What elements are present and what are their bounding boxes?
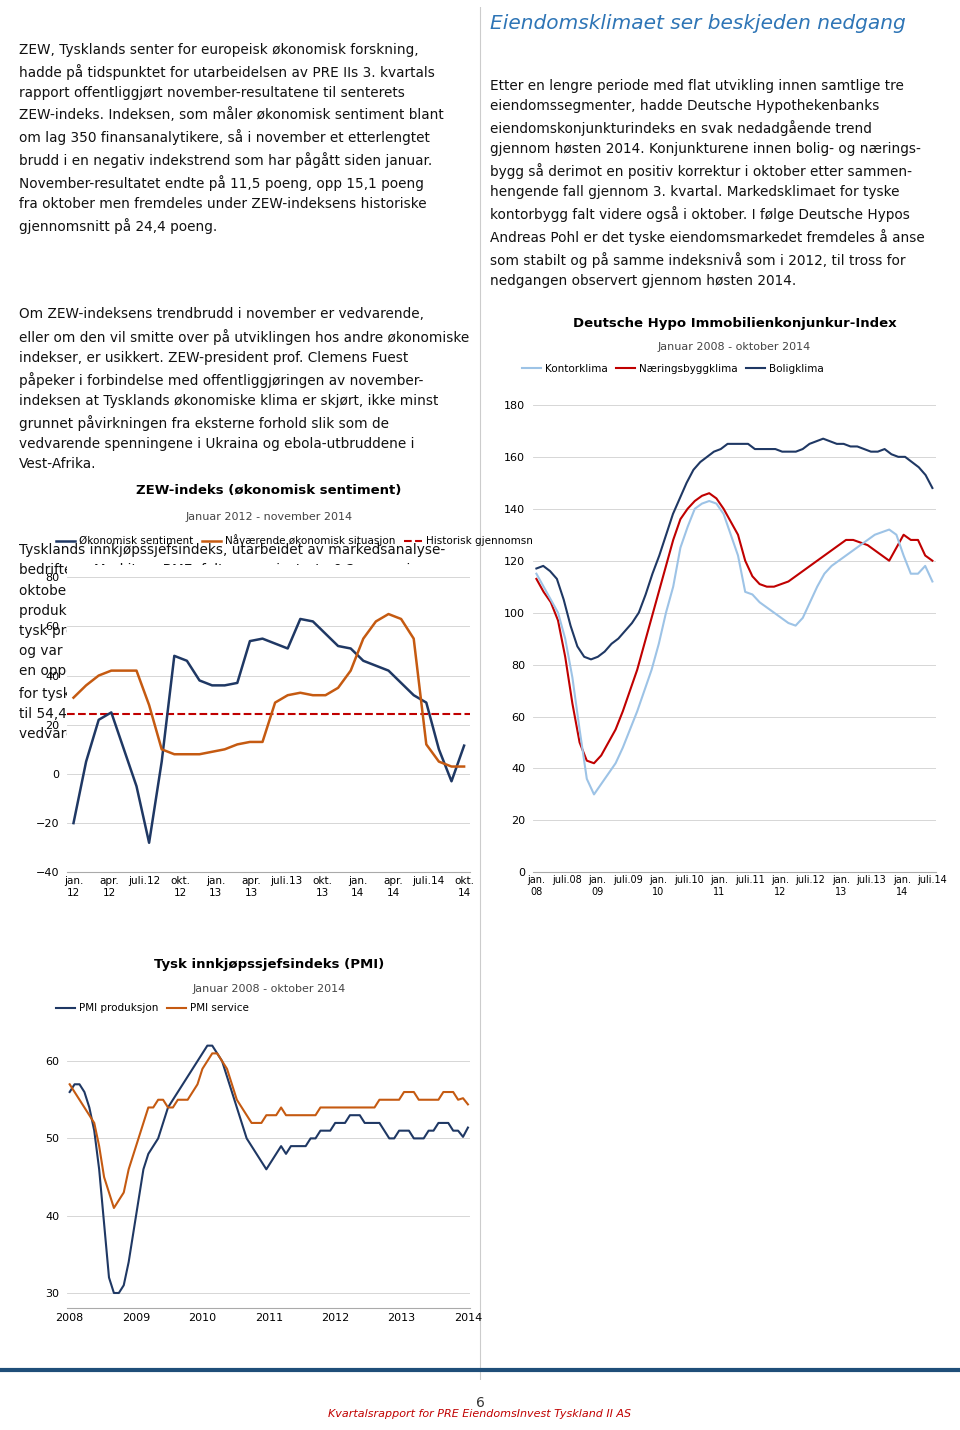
Text: Kvartalsrapport for PRE EiendomsInvest Tyskland II AS: Kvartalsrapport for PRE EiendomsInvest T… (328, 1409, 632, 1419)
Text: Eiendomsklimaet ser beskjeden nedgang: Eiendomsklimaet ser beskjeden nedgang (490, 14, 905, 33)
Text: 6: 6 (475, 1396, 485, 1410)
Text: Januar 2012 - november 2014: Januar 2012 - november 2014 (185, 512, 352, 522)
Legend: PMI produksjon, PMI service: PMI produksjon, PMI service (52, 1000, 253, 1017)
Legend: Økonomisk sentiment, Nåværende økonomisk situasjon, Historisk gjennomsnitt: Økonomisk sentiment, Nåværende økonomisk… (52, 531, 549, 551)
Legend: Kontorklima, Næringsbyggklima, Boligklima: Kontorklima, Næringsbyggklima, Boligklim… (517, 359, 828, 378)
Text: Deutsche Hypo Immobilienkonjunkur-Index: Deutsche Hypo Immobilienkonjunkur-Index (572, 316, 897, 330)
Text: Januar 2008 - oktober 2014: Januar 2008 - oktober 2014 (658, 342, 811, 352)
Text: ZEW-indeks (økonomisk sentiment): ZEW-indeks (økonomisk sentiment) (136, 485, 401, 498)
Text: ZEW, Tysklands senter for europeisk økonomisk forskning,
hadde på tidspunktet fo: ZEW, Tysklands senter for europeisk økon… (19, 43, 444, 235)
Text: Tysk innkjøpssjefsindeks (PMI): Tysk innkjøpssjefsindeks (PMI) (154, 958, 384, 971)
Text: Tysklands innkjøpssjefsindeks, utarbeidet av markedsanalyse-
bedriftene Markit o: Tysklands innkjøpssjefsindeks, utarbeide… (19, 543, 467, 741)
Text: Om ZEW-indeksens trendbrudd i november er vedvarende,
eller om den vil smitte ov: Om ZEW-indeksens trendbrudd i november e… (19, 307, 469, 470)
Text: Etter en lengre periode med flat utvikling innen samtlige tre
eiendomssegmenter,: Etter en lengre periode med flat utvikli… (490, 79, 924, 289)
Text: Januar 2008 - oktober 2014: Januar 2008 - oktober 2014 (192, 984, 346, 994)
